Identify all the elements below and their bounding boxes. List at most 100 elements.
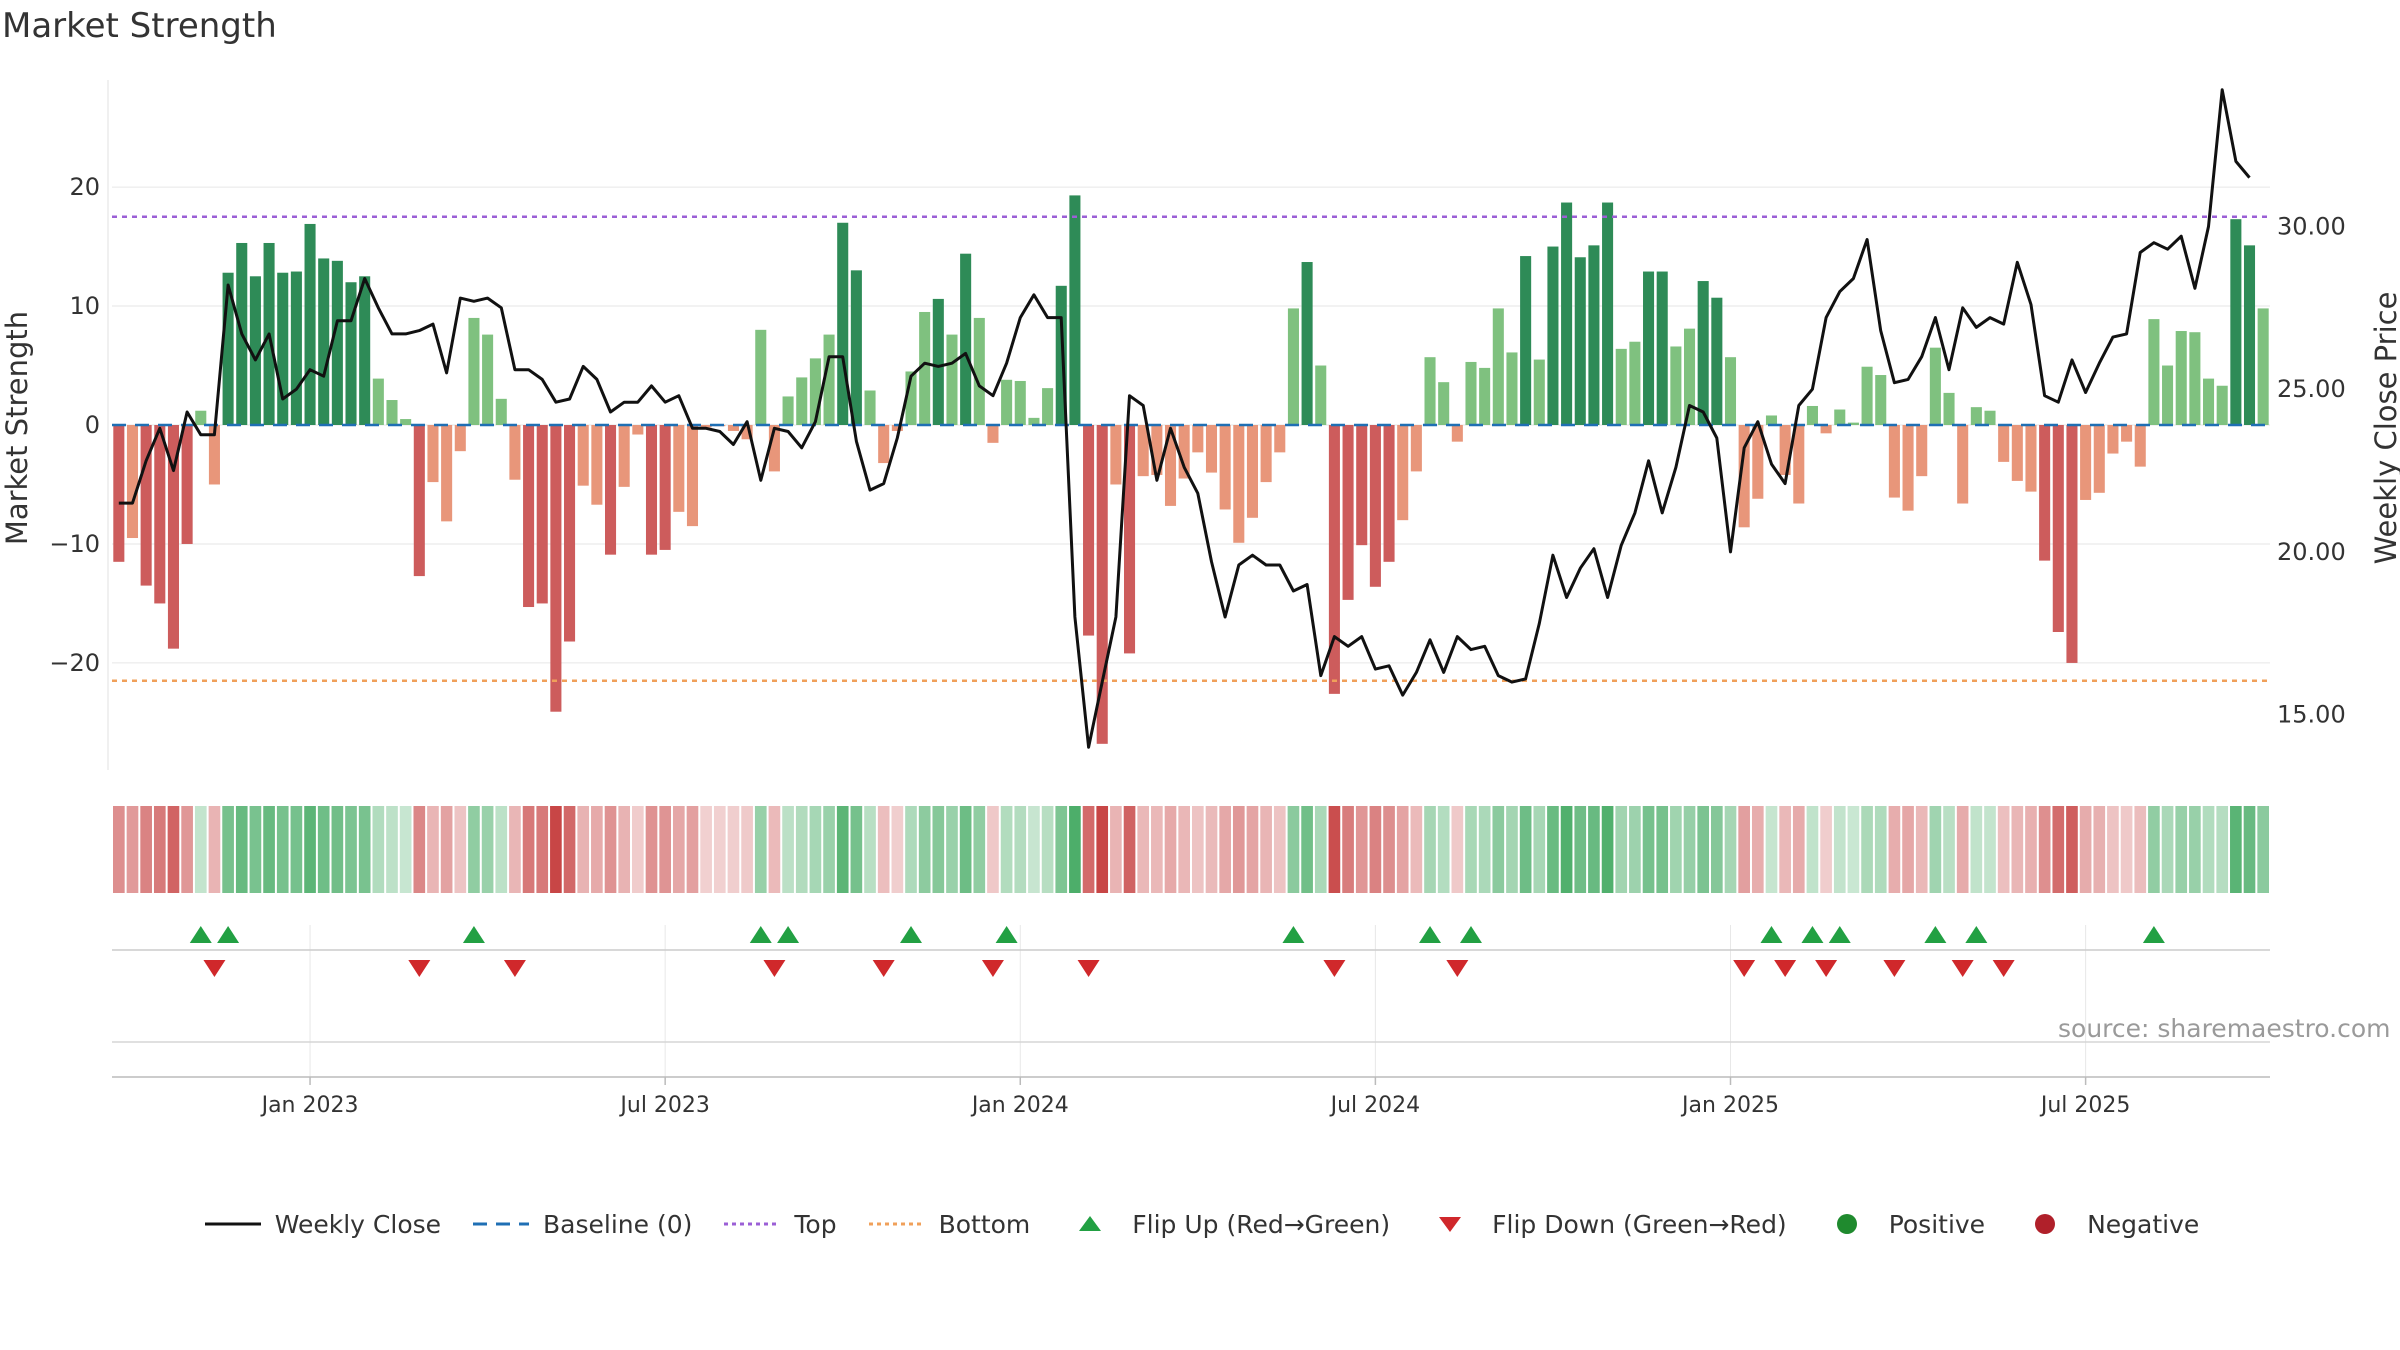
heat-cell — [1273, 806, 1286, 893]
strength-bar — [1765, 415, 1778, 425]
legend-item: Top — [720, 1209, 837, 1239]
legend-item: Negative — [2013, 1209, 2199, 1239]
heat-cell — [276, 806, 289, 893]
heat-cell — [877, 806, 890, 893]
heat-strip — [113, 806, 2269, 893]
heat-cell — [2120, 806, 2133, 893]
heat-cell — [440, 806, 453, 893]
y-tick-right: 25.00 — [2277, 375, 2346, 403]
heat-cell — [1642, 806, 1655, 893]
strength-bar — [1643, 271, 1655, 425]
strength-bar — [1479, 367, 1491, 425]
strength-bar — [1998, 425, 2010, 462]
heat-cell — [1711, 806, 1723, 893]
heat-cell — [645, 806, 658, 893]
y-tick-left: −10 — [49, 530, 100, 558]
strength-bar — [1752, 425, 1764, 499]
strength-bar — [1356, 425, 1368, 546]
legend-item: Flip Up (Red→Green) — [1058, 1209, 1390, 1239]
strength-bar — [126, 425, 139, 539]
heat-cell — [1902, 806, 1914, 893]
heat-cell — [1615, 806, 1628, 893]
strength-bar — [1520, 256, 1532, 425]
strength-bar — [960, 253, 972, 425]
heat-cell — [126, 806, 139, 893]
heat-cell — [700, 806, 712, 893]
strength-bar — [1465, 361, 1477, 425]
strength-bar — [796, 377, 808, 425]
strength-bar — [782, 396, 794, 425]
strength-bar — [2148, 319, 2160, 425]
strength-bar — [2134, 425, 2146, 467]
strength-bar — [1875, 375, 1887, 425]
legend-item: Bottom — [865, 1209, 1030, 1239]
heat-cell — [2148, 806, 2160, 893]
heat-cell — [836, 806, 849, 893]
strength-bar — [181, 425, 193, 544]
heat-cell — [194, 806, 207, 893]
strength-bar — [249, 276, 261, 425]
axes: −20 −10 0 10 20 15.00 20.00 25.00 30.00 Market St… — [0, 80, 2400, 770]
heat-cell — [304, 806, 316, 893]
heat-cell — [1820, 806, 1832, 893]
lower-panel — [112, 1041, 2270, 1078]
strength-bar — [2039, 425, 2051, 561]
heat-cell — [809, 806, 822, 893]
heat-cell — [1151, 806, 1163, 893]
strength-bar — [427, 425, 439, 483]
strength-bar — [1233, 425, 1245, 543]
flip-up-marker — [1419, 926, 1442, 943]
strength-bar — [1738, 425, 1750, 528]
strength-bar — [1561, 202, 1573, 425]
strength-bar — [1001, 379, 1013, 425]
flip-up-marker — [1924, 926, 1947, 943]
heat-cell — [208, 806, 221, 893]
heat-cell — [181, 806, 193, 893]
strength-bar — [700, 425, 712, 428]
heat-cell — [1355, 806, 1368, 893]
heat-cell — [536, 806, 549, 893]
strength-bar — [823, 334, 835, 425]
strength-bar — [919, 311, 931, 425]
flip-up-marker — [777, 926, 800, 943]
strength-bar — [973, 317, 985, 425]
legend-swatch-dot — [2013, 1209, 2077, 1239]
strength-bar — [2066, 425, 2078, 663]
heat-cell — [1861, 806, 1873, 893]
strength-bar — [1984, 410, 1996, 425]
heat-cell — [987, 806, 999, 893]
heat-cell — [768, 806, 781, 893]
flip-down-marker — [872, 960, 895, 977]
heat-cell — [2189, 806, 2201, 893]
heat-cell — [1492, 806, 1505, 893]
heat-cell — [1478, 806, 1491, 893]
strength-bar — [1069, 195, 1081, 425]
flip-up-marker — [749, 926, 772, 943]
heat-cell — [1765, 806, 1778, 893]
flip-down-marker — [1077, 960, 1100, 977]
heat-cell — [905, 806, 917, 893]
strength-bar — [2216, 385, 2228, 425]
heat-cell — [1847, 806, 1860, 893]
heat-cell — [2066, 806, 2078, 893]
legend-swatch-line-dotted — [865, 1209, 929, 1239]
legend-item: Weekly Close — [201, 1209, 441, 1239]
legend-item: Flip Down (Green→Red) — [1418, 1209, 1787, 1239]
legend-label: Positive — [1888, 1209, 1986, 1239]
heat-cell — [823, 806, 835, 893]
heat-cell — [2107, 806, 2119, 893]
heat-cell — [1984, 806, 1996, 893]
flip-up-marker — [2142, 926, 2165, 943]
heat-cell — [140, 806, 152, 893]
strength-bar — [195, 410, 207, 425]
heat-cell — [1806, 806, 1819, 893]
strength-bar — [318, 258, 330, 425]
heat-cell — [1533, 806, 1546, 893]
strength-bar — [1629, 341, 1641, 425]
strength-bar — [1656, 271, 1668, 425]
legend-item: Positive — [1815, 1209, 1985, 1239]
flip-up-marker — [217, 926, 240, 943]
heat-cell — [1697, 806, 1710, 893]
flip-up-marker — [900, 926, 923, 943]
strength-bar — [140, 425, 152, 586]
